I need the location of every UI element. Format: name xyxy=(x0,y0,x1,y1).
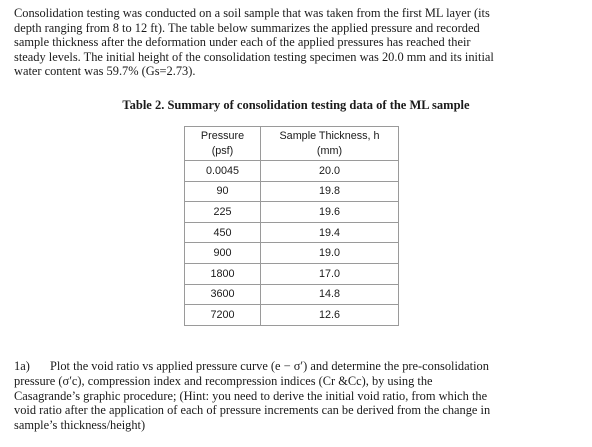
thickness-cell: 19.8 xyxy=(260,180,399,203)
table-caption: Table 2. Summary of consolidation testin… xyxy=(122,98,470,112)
pressure-header-unit: (psf) xyxy=(211,144,234,157)
table-row: 900 19.0 xyxy=(184,242,399,264)
thickness-cell: 19.6 xyxy=(260,201,399,223)
intro-line-4: steady levels. The initial height of the… xyxy=(14,49,494,64)
thickness-cell: 12.6 xyxy=(260,304,399,326)
question-line-4: void ratio after the application of each… xyxy=(14,403,491,418)
thickness-cell: 19.4 xyxy=(260,221,399,244)
pressure-cell: 7200 xyxy=(184,304,261,326)
table-row: 90 19.8 xyxy=(184,180,399,203)
thickness-column-header: Sample Thickness, h (mm) xyxy=(260,126,399,161)
intro-paragraph: Consolidation testing was conducted on a… xyxy=(14,6,582,79)
pressure-cell: 3600 xyxy=(184,283,261,306)
table-row: 0.0045 20.0 xyxy=(184,160,399,182)
table-header-row: Pressure (psf) Sample Thickness, h (mm) xyxy=(184,126,399,161)
pressure-cell: 0.0045 xyxy=(184,160,261,182)
question-number: 1a) xyxy=(14,359,30,373)
question-line-5: sample’s thickness/height) xyxy=(14,418,146,433)
pressure-cell: 90 xyxy=(184,180,261,203)
table-row: 3600 14.8 xyxy=(184,283,399,306)
table-row: 450 19.4 xyxy=(184,221,399,244)
question-line-1: Plot the void ratio vs applied pressure … xyxy=(50,359,489,373)
thickness-cell: 20.0 xyxy=(260,160,399,182)
pressure-cell: 900 xyxy=(184,242,261,264)
pressure-header-label: Pressure xyxy=(200,129,245,142)
intro-line-2: depth ranging from 8 to 12 ft). The tabl… xyxy=(14,20,480,35)
table-row: 225 19.6 xyxy=(184,201,399,223)
pressure-cell: 1800 xyxy=(184,262,261,285)
pressure-column-header: Pressure (psf) xyxy=(184,126,261,161)
thickness-cell: 17.0 xyxy=(260,262,399,285)
thickness-cell: 19.0 xyxy=(260,242,399,264)
intro-line-5: water content was 59.7% (Gs=2.73). xyxy=(14,64,196,79)
table-row: 7200 12.6 xyxy=(184,304,399,326)
table-row: 1800 17.0 xyxy=(184,262,399,285)
thickness-cell: 14.8 xyxy=(260,283,399,306)
intro-line-1: Consolidation testing was conducted on a… xyxy=(14,6,490,20)
pressure-cell: 225 xyxy=(184,201,261,223)
question-line-2: pressure (σ′c), compression index and re… xyxy=(14,373,433,388)
question-1a: 1a) Plot the void ratio vs applied pressu… xyxy=(14,359,582,433)
pressure-cell: 450 xyxy=(184,221,261,244)
consolidation-data-table: Pressure (psf) Sample Thickness, h (mm) … xyxy=(184,126,399,326)
thickness-header-label: Sample Thickness, h xyxy=(279,129,380,142)
intro-line-3: sample thickness after the deformation u… xyxy=(14,35,471,50)
question-line-3: Casagrande’s graphic procedure; (Hint: y… xyxy=(14,388,488,403)
thickness-header-unit: (mm) xyxy=(316,144,343,157)
